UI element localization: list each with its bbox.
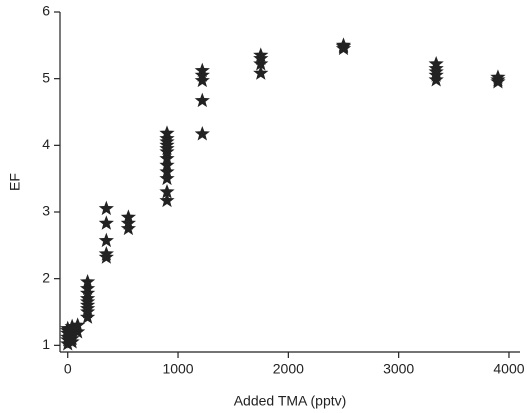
y-axis-label: EF [7,173,23,191]
point [79,280,96,296]
point [120,215,136,230]
point [194,126,210,141]
point [159,192,175,208]
y-tick-label: 2 [42,269,50,285]
y-tick-label: 1 [42,336,50,352]
point [159,130,175,146]
x-axis-label: Added TMA (pptv) [234,393,347,409]
point [428,72,444,87]
point [159,125,175,140]
point [159,150,175,166]
x-tick-label: 1000 [162,361,193,377]
y-tick-label: 6 [42,3,50,19]
point [79,309,96,324]
point [428,56,444,71]
point [194,67,210,82]
point [194,72,210,88]
point [98,232,114,248]
point [253,65,269,80]
point [70,324,86,339]
y-tick-label: 5 [42,69,50,85]
point [159,157,175,172]
point [159,184,175,199]
point [64,318,80,334]
point [194,92,210,108]
x-tick-label: 2000 [273,361,304,377]
x-tick-label: 4000 [493,361,524,377]
point [159,170,175,186]
point [98,200,114,216]
point [253,56,269,71]
point [120,220,136,236]
x-tick-label: 0 [64,361,72,377]
point [120,209,136,224]
point [60,320,76,336]
point [490,69,506,84]
point [98,215,114,230]
point [253,47,269,62]
point [194,62,210,78]
y-tick-label: 4 [42,136,50,152]
y-tick-label: 3 [42,203,50,219]
point [159,164,175,179]
point [335,37,352,52]
point [79,274,96,289]
point [98,246,114,261]
point [70,317,86,332]
x-tick-label: 3000 [383,361,414,377]
point [428,60,444,76]
point [64,324,80,339]
point [79,285,96,300]
point [79,290,96,306]
